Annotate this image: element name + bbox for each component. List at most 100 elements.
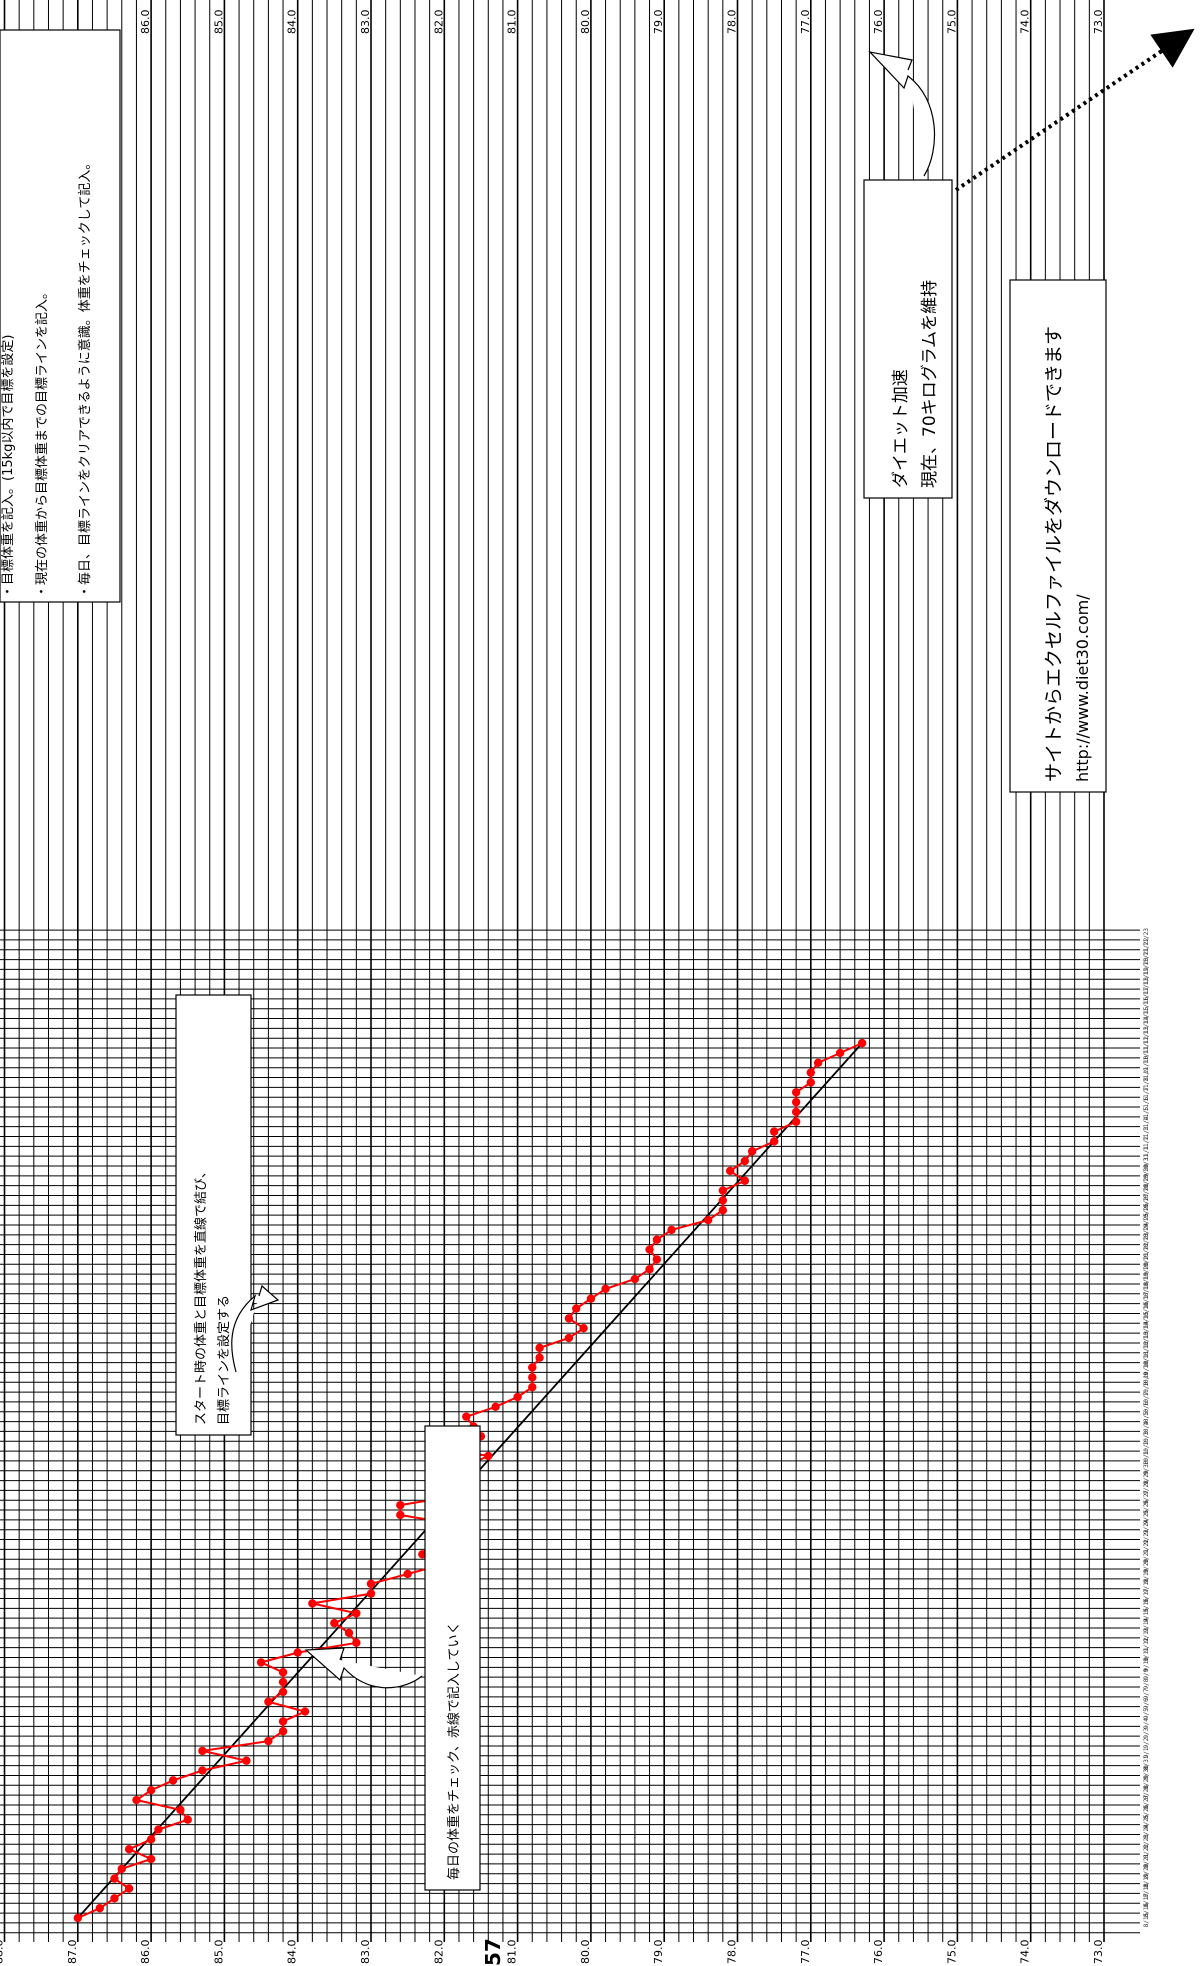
weight-point bbox=[528, 1363, 537, 1372]
weight-point bbox=[242, 1756, 251, 1765]
weight-point bbox=[198, 1766, 207, 1775]
weight-point bbox=[183, 1815, 192, 1824]
date-label: 10/22 bbox=[1143, 1242, 1150, 1260]
weight-point bbox=[396, 1510, 405, 1520]
date-label: 11/17 bbox=[1143, 987, 1150, 1005]
weight-point bbox=[344, 1628, 354, 1638]
weight-point bbox=[601, 1284, 610, 1294]
weight-point bbox=[718, 1206, 728, 1215]
date-label: 9/26 bbox=[1143, 1500, 1150, 1515]
weight-point bbox=[308, 1599, 317, 1608]
top-tick-label: 77.0 bbox=[799, 10, 812, 35]
date-label: 9/28 bbox=[1143, 1480, 1150, 1495]
date-label: 11/19 bbox=[1143, 967, 1150, 985]
top-tick-label: 76.0 bbox=[872, 10, 885, 35]
date-label: 10/30 bbox=[1143, 1164, 1150, 1182]
date-label: 9/12 bbox=[1143, 1637, 1150, 1652]
date-label: 10/12 bbox=[1143, 1340, 1150, 1358]
bottom-tick-label: 81.0 bbox=[506, 1940, 519, 1965]
weight-point bbox=[95, 1903, 104, 1913]
weight-point bbox=[813, 1058, 823, 1067]
weight-point bbox=[513, 1392, 522, 1402]
date-label: 10/15 bbox=[1143, 1311, 1150, 1329]
date-label: 8/29 bbox=[1143, 1775, 1150, 1790]
bottom-tick-label: 75.0 bbox=[945, 1940, 958, 1965]
curved-arrow-start bbox=[231, 1284, 280, 1373]
weight-point bbox=[528, 1373, 537, 1382]
start-line-note-1: スタート時の体重と目標体重を直線で結び、 bbox=[193, 1165, 209, 1425]
weight-point bbox=[579, 1324, 588, 1333]
date-label: 11/9 bbox=[1143, 1067, 1150, 1082]
date-label: 9/8 bbox=[1143, 1678, 1150, 1689]
date-label: 9/20 bbox=[1143, 1559, 1150, 1574]
weight-point bbox=[630, 1274, 640, 1284]
date-label: 8/24 bbox=[1143, 1824, 1150, 1839]
weight-point bbox=[264, 1697, 273, 1706]
weight-point bbox=[396, 1500, 405, 1510]
weight-point bbox=[462, 1412, 471, 1421]
date-label: 8/19 bbox=[1143, 1873, 1150, 1888]
date-label: 9/3 bbox=[1143, 1727, 1150, 1738]
date-label: 10/31 bbox=[1143, 1154, 1150, 1172]
weight-point bbox=[124, 1844, 134, 1854]
date-label: 9/10 bbox=[1143, 1657, 1150, 1672]
weight-point bbox=[564, 1314, 574, 1323]
top-tick-label: 75.0 bbox=[945, 10, 958, 35]
weight-point bbox=[146, 1786, 156, 1795]
weight-point bbox=[535, 1343, 544, 1353]
date-label: 9/4 bbox=[1143, 1718, 1150, 1729]
weight-point bbox=[176, 1805, 185, 1815]
weight-point bbox=[264, 1736, 273, 1746]
date-label: 10/24 bbox=[1143, 1222, 1150, 1240]
date-axis: 8/158/168/178/188/198/208/218/228/238/24… bbox=[1143, 928, 1150, 1928]
weight-point bbox=[256, 1658, 266, 1667]
weight-point bbox=[168, 1776, 178, 1785]
date-label: 11/18 bbox=[1143, 977, 1150, 995]
bottom-tick-label: 73.0 bbox=[1092, 1940, 1105, 1965]
date-label: 11/23 bbox=[1143, 928, 1150, 946]
date-label: 10/6 bbox=[1143, 1401, 1150, 1416]
date-label: 10/23 bbox=[1143, 1232, 1150, 1250]
date-label: 10/9 bbox=[1143, 1372, 1150, 1387]
weight-point bbox=[791, 1107, 801, 1117]
bottom-tick-label: 88.0 bbox=[0, 1940, 6, 1965]
date-label: 11/16 bbox=[1143, 996, 1150, 1014]
top-tick-label: 83.0 bbox=[359, 10, 372, 35]
date-label: 10/27 bbox=[1143, 1193, 1150, 1211]
weight-point bbox=[769, 1127, 779, 1136]
date-label: 9/2 bbox=[1143, 1737, 1150, 1748]
weight-point bbox=[366, 1589, 376, 1598]
date-label: 11/4 bbox=[1143, 1116, 1150, 1131]
daily-note-text: 毎日の体重をチェック、赤線で記入していく bbox=[446, 1622, 462, 1880]
date-label: 11/2 bbox=[1143, 1136, 1150, 1151]
date-label: 9/13 bbox=[1143, 1627, 1150, 1642]
top-tick-label: 86.0 bbox=[139, 10, 152, 35]
date-label: 8/28 bbox=[1143, 1785, 1150, 1800]
weight-point bbox=[132, 1795, 141, 1805]
bottom-tick-label: 83.0 bbox=[359, 1940, 372, 1965]
date-label: 10/29 bbox=[1143, 1173, 1150, 1191]
date-label: 8/20 bbox=[1143, 1863, 1150, 1878]
weight-point bbox=[791, 1117, 801, 1126]
date-label: 8/17 bbox=[1143, 1893, 1150, 1908]
date-label: 10/7 bbox=[1143, 1391, 1150, 1406]
start-line-note: スタート時の体重と目標体重を直線で結び、 目標ラインを設定する bbox=[175, 994, 280, 1436]
status-note-1: ダイエット加速 bbox=[891, 369, 911, 488]
download-note-1: サイトからエクセルファイルをダウンロードできます bbox=[1043, 326, 1065, 782]
date-label: 9/27 bbox=[1143, 1490, 1150, 1505]
top-tick-label: 82.0 bbox=[432, 10, 445, 35]
date-label: 11/11 bbox=[1143, 1046, 1150, 1064]
date-label: 10/8 bbox=[1143, 1382, 1150, 1397]
bottom-tick-label: 84.0 bbox=[286, 1940, 299, 1965]
date-label: 11/20 bbox=[1143, 957, 1150, 975]
date-label: 10/16 bbox=[1143, 1301, 1150, 1319]
bottom-tick-label: 77.0 bbox=[799, 1940, 812, 1965]
weight-point bbox=[278, 1677, 288, 1687]
date-label: 11/22 bbox=[1143, 937, 1150, 955]
instruction-line-2: ・現在の体重から目標体重までの目標ラインを記入。 bbox=[34, 286, 50, 598]
curved-arrow-daily bbox=[304, 1647, 423, 1689]
weight-point bbox=[198, 1746, 207, 1756]
date-label: 11/3 bbox=[1143, 1126, 1150, 1141]
weight-point bbox=[725, 1166, 735, 1176]
top-tick-label: 85.0 bbox=[212, 10, 225, 35]
